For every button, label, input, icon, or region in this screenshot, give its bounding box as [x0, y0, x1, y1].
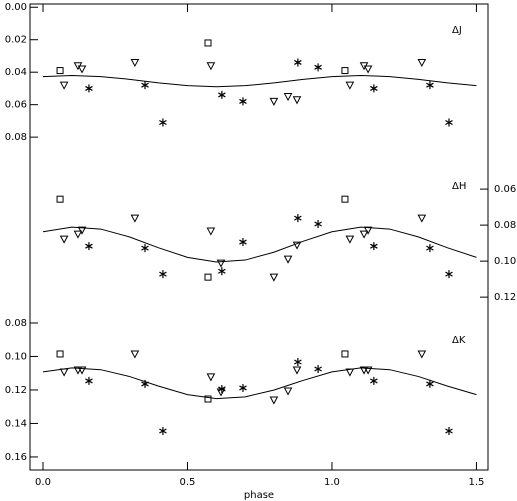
y-tick-label: 0.00: [5, 2, 27, 13]
triangle-point: [206, 227, 216, 236]
asterisk-point: [141, 81, 149, 90]
asterisk-point: [218, 267, 226, 276]
asterisk-point: [314, 365, 322, 374]
triangle-point: [283, 255, 293, 264]
asterisk-point: [370, 376, 378, 385]
panel-label: ΔH: [452, 181, 466, 192]
triangle-point: [345, 368, 355, 377]
asterisk-point: [141, 244, 149, 253]
asterisk-point: [426, 379, 434, 388]
x-tick-label: 1.0: [324, 477, 340, 488]
fit-curve: [42, 74, 477, 88]
y-tick-label: 0.08: [5, 132, 27, 143]
triangle-point: [283, 387, 293, 396]
triangle-point: [130, 350, 140, 359]
y-tick-label: 0.02: [5, 35, 27, 46]
asterisk-point: [445, 426, 453, 435]
square-point: [56, 67, 64, 75]
asterisk-point: [445, 118, 453, 127]
y-tick-label: 0.08: [5, 318, 27, 329]
asterisk-point: [218, 384, 226, 393]
square-point: [204, 39, 212, 47]
triangle-point: [269, 97, 279, 106]
asterisk-point: [426, 244, 434, 253]
triangle-point: [59, 81, 69, 90]
square-point: [56, 195, 64, 203]
triangle-point: [59, 235, 69, 244]
triangle-point: [59, 368, 69, 377]
asterisk-point: [141, 379, 149, 388]
triangle-point: [363, 366, 373, 375]
asterisk-point: [239, 383, 247, 392]
asterisk-point: [159, 270, 167, 279]
triangle-point: [130, 58, 140, 68]
asterisk-point: [159, 118, 167, 127]
triangle-point: [345, 81, 355, 90]
square-point: [341, 350, 349, 358]
square-point: [341, 195, 349, 203]
triangle-point: [359, 230, 369, 239]
square-point: [56, 350, 64, 358]
triangle-point: [417, 214, 427, 223]
triangle-point: [77, 226, 87, 235]
asterisk-point: [159, 426, 167, 435]
triangle-point: [417, 58, 427, 68]
triangle-point: [292, 241, 302, 250]
y-tick-label: 0.06: [494, 184, 516, 195]
asterisk-point: [370, 84, 378, 93]
triangle-point: [130, 214, 140, 223]
x-tick-label: 0.0: [35, 477, 51, 488]
asterisk-point: [445, 270, 453, 279]
plot-frame: [29, 3, 489, 471]
y-tick-label: 0.16: [5, 452, 27, 463]
x-tick-label: 0.5: [180, 477, 196, 488]
y-tick-label: 0.14: [5, 418, 27, 429]
panel-label: ΔK: [452, 335, 466, 346]
y-tick-label: 0.10: [5, 351, 27, 362]
triangle-point: [283, 93, 293, 102]
triangle-point: [363, 226, 373, 235]
y-tick-label: 0.12: [5, 385, 27, 396]
asterisk-point: [294, 58, 302, 67]
asterisk-point: [426, 81, 434, 90]
panel-label: ΔJ: [452, 25, 462, 36]
y-tick-label: 0.10: [494, 256, 516, 267]
triangle-point: [363, 65, 373, 74]
square-point: [204, 395, 212, 403]
asterisk-point: [294, 357, 302, 366]
triangle-point: [216, 259, 226, 268]
triangle-point: [417, 350, 427, 359]
asterisk-point: [85, 376, 93, 385]
asterisk-point: [370, 242, 378, 251]
y-tick-label: 0.08: [494, 220, 516, 231]
triangle-point: [345, 235, 355, 244]
fit-curve: [42, 226, 477, 263]
y-tick-label: 0.12: [494, 292, 516, 303]
triangle-point: [206, 62, 216, 71]
square-point: [341, 67, 349, 75]
triangle-point: [73, 230, 83, 239]
x-tick-label: 1.5: [468, 477, 484, 488]
asterisk-point: [314, 63, 322, 72]
triangle-point: [77, 366, 87, 375]
asterisk-point: [85, 242, 93, 251]
asterisk-point: [294, 214, 302, 223]
triangle-point: [269, 396, 279, 405]
triangle-point: [292, 366, 302, 375]
asterisk-point: [314, 220, 322, 229]
triangle-point: [77, 65, 87, 74]
triangle-point: [292, 96, 302, 105]
asterisk-point: [239, 238, 247, 247]
triangle-point: [206, 373, 216, 382]
y-tick-label: 0.06: [5, 100, 27, 111]
triangle-point: [269, 273, 279, 282]
square-point: [204, 273, 212, 281]
asterisk-point: [85, 84, 93, 93]
fit-curve: [42, 367, 477, 400]
x-axis-label: phase: [244, 490, 274, 501]
asterisk-point: [218, 90, 226, 99]
y-tick-label: 0.04: [5, 67, 27, 78]
asterisk-point: [239, 97, 247, 106]
